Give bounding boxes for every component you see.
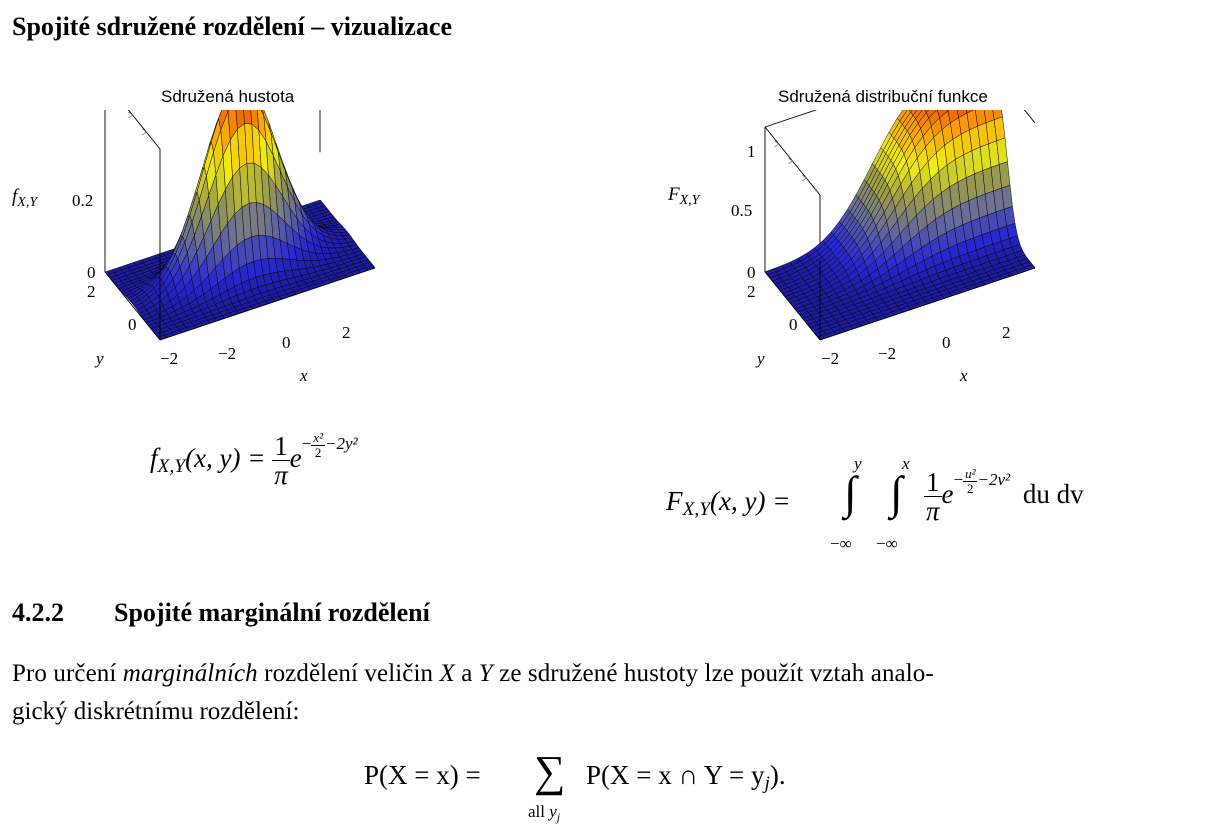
- plot-title-density: Sdružená hustota: [161, 87, 295, 106]
- sum-subscript: all yj: [528, 802, 561, 824]
- body-paragraph: Pro určení marginálních rozdělení veliči…: [12, 655, 1192, 731]
- density-ylabel: y: [94, 349, 104, 368]
- axis-edge: [819, 267, 1036, 341]
- cdf-formula-differentials: du dv: [1022, 479, 1084, 510]
- axis-edge: [104, 271, 161, 341]
- cdf-int1-symbol: ∫: [844, 467, 857, 518]
- surface-patch: [908, 110, 913, 113]
- axis-tick: [142, 128, 147, 136]
- cdf-int2-upper: x: [902, 454, 910, 473]
- cdf-surface-plot: FX,Y 1 0.5 0 2 0 −2 y −2 0 2 x: [667, 110, 1036, 385]
- cdf-formula-f: F: [666, 486, 683, 516]
- cdf-ztick-05: 0.5: [731, 201, 752, 220]
- cdf-formula-exponent: − u² 2 −2v²: [953, 466, 1011, 496]
- axis-tick: [788, 157, 794, 165]
- cdf-int1-lower: −∞: [830, 534, 852, 553]
- axis-edge: [159, 267, 376, 341]
- density-formula-exponent: − x² 2 −2y²: [301, 430, 358, 460]
- paragraph-line-2: gický diskrétnímu rozdělení:: [12, 698, 300, 725]
- density-front-axes: [104, 234, 376, 341]
- density-surface-plot: fX,Y 0.2 0 2 0 −2 y −2 0 2 x: [12, 110, 376, 385]
- axis-tick: [802, 174, 807, 182]
- density-zlabel: fX,Y: [12, 186, 39, 210]
- cdf-int1-upper: y: [854, 454, 862, 473]
- cdf-int2-symbol: ∫: [890, 467, 903, 518]
- density-ztick-02: 0.2: [72, 191, 93, 210]
- density-xtick-0: 0: [282, 333, 291, 352]
- axis-edge: [1023, 110, 1036, 124]
- cdf-ytick-m2: −2: [821, 349, 839, 368]
- cdf-surface: [764, 110, 1036, 341]
- marginal-formula-rhs: P(X = x ∩ Y = yj).: [586, 760, 786, 794]
- axis-edge: [764, 271, 821, 341]
- density-surface: [104, 110, 376, 341]
- cdf-front-axes: [764, 260, 1036, 341]
- cdf-ytick-0: 0: [789, 315, 798, 334]
- density-formula: fX,Y(x, y) = 1 π e− x² 2 −2y²: [150, 430, 358, 491]
- cdf-xtick-2: 2: [1002, 323, 1011, 342]
- density-ytick-0: 0: [128, 315, 137, 334]
- axis-edge: [127, 110, 161, 150]
- subsection-number: 4.2.2: [12, 598, 64, 627]
- subsection-title: Spojité marginální rozdělení: [114, 598, 430, 627]
- density-formula-args: (x, y) =: [185, 443, 266, 474]
- density-formula-e: e: [289, 443, 302, 474]
- axis-edge: [764, 110, 818, 128]
- surface-patch: [924, 110, 929, 113]
- density-ytick-m2: −2: [160, 349, 178, 368]
- cdf-ztick-0: 0: [747, 263, 756, 282]
- density-formula-sub: X,Y: [157, 455, 186, 477]
- section-title: Spojité sdružené rozdělení – vizualizace: [12, 12, 453, 41]
- cdf-xtick-0: 0: [942, 333, 951, 352]
- marginal-formula-lhs: P(X = x) =: [364, 760, 481, 790]
- plot-title-cdf: Sdružená distribuční funkce: [778, 87, 988, 106]
- sum-symbol: ∑: [534, 747, 566, 796]
- density-xtick-2: 2: [342, 323, 351, 342]
- marginal-formula: P(X = x) = ∑ all yj P(X = x ∩ Y = yj).: [364, 747, 884, 832]
- density-ytick-2: 2: [87, 282, 96, 301]
- cdf-xtick-m2: −2: [878, 344, 896, 363]
- subsection-heading: 4.2.2 Spojité marginální rozdělení: [12, 598, 430, 628]
- cdf-xlabel: x: [959, 366, 968, 385]
- cdf-ylabel: y: [755, 349, 765, 368]
- density-xlabel: x: [299, 366, 308, 385]
- cdf-int2-lower: −∞: [876, 534, 898, 553]
- axis-tick: [774, 140, 780, 148]
- cdf-ztick-1: 1: [747, 142, 756, 161]
- density-ztick-0: 0: [87, 263, 96, 282]
- cdf-ytick-2: 2: [747, 282, 756, 301]
- surface-patch: [910, 110, 918, 116]
- paragraph-line-1: Pro určení marginálních rozdělení veliči…: [12, 660, 934, 687]
- density-formula-f: f: [150, 443, 158, 474]
- density-xtick-m2: −2: [218, 344, 236, 363]
- axis-tick: [128, 111, 134, 119]
- cdf-zlabel: FX,Y: [667, 184, 702, 208]
